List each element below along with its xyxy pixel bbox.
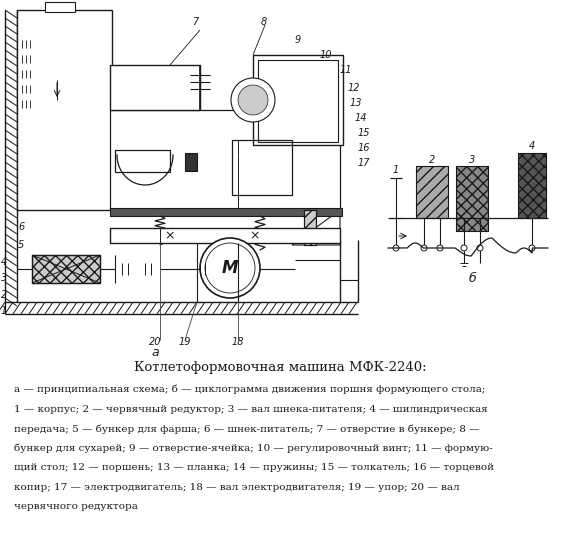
Bar [17, 10, 112, 210]
Text: 3: 3 [469, 155, 475, 165]
Bar [232, 140, 292, 195]
Circle shape [231, 78, 275, 122]
Text: бункер для сухарей; 9 — отверстие-ячейка; 10 — регулировочный винт; 11 — формую-: бункер для сухарей; 9 — отверстие-ячейка… [14, 444, 493, 453]
Text: 7: 7 [192, 17, 198, 27]
Bar [32, 255, 100, 283]
Bar [115, 150, 170, 172]
Text: передача; 5 — бункер для фарша; 6 — шнек-питатель; 7 — отверстие в бункере; 8 —: передача; 5 — бункер для фарша; 6 — шнек… [14, 424, 480, 434]
Text: 13: 13 [350, 98, 362, 108]
Bar [115, 150, 170, 172]
Bar [110, 228, 340, 243]
Circle shape [461, 245, 467, 251]
Bar [110, 110, 340, 210]
Text: ×: × [250, 229, 260, 243]
Text: 5: 5 [18, 240, 24, 250]
Bar [32, 255, 100, 283]
Text: 2: 2 [429, 155, 435, 165]
Text: М: М [222, 259, 238, 277]
Bar [185, 153, 197, 171]
Text: а: а [151, 346, 159, 358]
Text: 6: 6 [18, 222, 24, 232]
Text: 1 — корпус; 2 — червячный редуктор; 3 — вал шнека-питателя; 4 — шилиндрическая: 1 — корпус; 2 — червячный редуктор; 3 — … [14, 404, 488, 414]
Text: 4: 4 [1, 257, 7, 267]
Text: 10: 10 [320, 50, 333, 60]
Bar [110, 208, 342, 216]
Circle shape [437, 245, 443, 251]
Bar [5, 302, 358, 314]
Circle shape [477, 245, 483, 251]
Text: 17: 17 [358, 158, 370, 168]
Text: 12: 12 [348, 83, 361, 93]
Text: а — принципиальная схема; б — циклограмма движения поршня формующего стола;: а — принципиальная схема; б — циклограмм… [14, 385, 485, 394]
Text: ×: × [165, 229, 175, 243]
Bar [45, 2, 75, 12]
Text: 8: 8 [261, 17, 267, 27]
Text: 9: 9 [295, 35, 301, 45]
Circle shape [421, 245, 427, 251]
Text: 14: 14 [355, 113, 367, 123]
Circle shape [200, 238, 260, 298]
Circle shape [238, 85, 268, 115]
Text: копир; 17 — электродвигатель; 18 — вал электродвигателя; 19 — упор; 20 — вал: копир; 17 — электродвигатель; 18 — вал э… [14, 483, 459, 492]
Text: 3: 3 [1, 273, 7, 283]
Text: 18: 18 [232, 337, 244, 347]
Circle shape [205, 243, 255, 293]
Text: щий стол; 12 — поршень; 13 — планка; 14 — пружины; 15 — толкатель; 16 — торцевой: щий стол; 12 — поршень; 13 — планка; 14 … [14, 463, 494, 472]
Bar [456, 166, 488, 231]
Text: 20: 20 [149, 337, 161, 347]
Polygon shape [292, 210, 340, 245]
Text: 15: 15 [358, 128, 370, 138]
Text: 1: 1 [1, 306, 7, 316]
Text: 1: 1 [393, 165, 399, 175]
Text: 16: 16 [358, 143, 370, 153]
Bar [518, 153, 546, 218]
Text: червячного редуктора: червячного редуктора [14, 502, 138, 511]
Text: 19: 19 [179, 337, 191, 347]
Bar [232, 140, 292, 195]
Circle shape [393, 245, 399, 251]
Text: Котлетоформовочная машина МФК-2240:: Котлетоформовочная машина МФК-2240: [134, 362, 426, 374]
Text: 2: 2 [1, 290, 7, 300]
Bar [110, 65, 200, 110]
Bar [253, 55, 343, 145]
Bar [456, 166, 488, 231]
Circle shape [529, 245, 535, 251]
Bar [304, 210, 316, 245]
Bar [258, 60, 338, 142]
Text: 4: 4 [529, 141, 535, 151]
Bar [518, 153, 546, 218]
Bar [416, 166, 448, 218]
Bar [304, 210, 316, 245]
Bar [258, 60, 338, 142]
Text: 11: 11 [340, 65, 352, 75]
Bar [416, 166, 448, 218]
Text: б: б [468, 272, 476, 284]
